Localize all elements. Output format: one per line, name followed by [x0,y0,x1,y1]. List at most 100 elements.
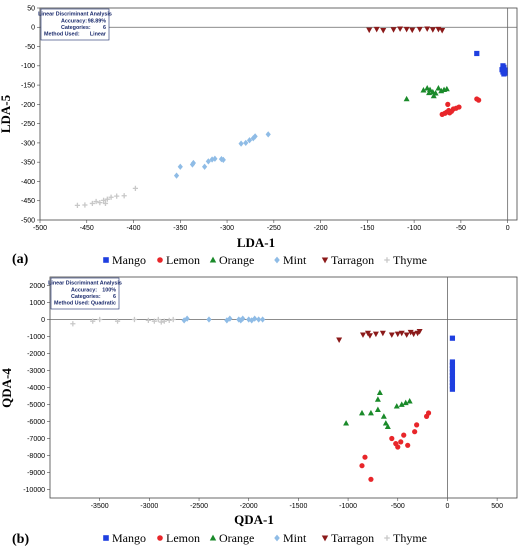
data-point [366,333,373,339]
data-point [177,163,183,170]
y-axis-label: LDA-5 [0,94,13,133]
x-tick-label: 0 [445,503,449,510]
data-point [158,319,164,325]
data-point [260,316,266,323]
x-tick-label: -300 [220,225,234,232]
y-tick-label: -10000 [23,487,45,494]
y-tick-label: -200 [21,102,35,109]
data-point [476,97,482,103]
data-point [427,86,434,93]
data-point [170,316,176,323]
legend-label-mango: Mango [112,531,146,545]
info-title: Linear Discriminant Analysis [38,12,112,18]
legend-marker-tarragon [321,257,329,264]
data-point [420,86,427,93]
data-point [240,315,246,322]
legend-label-thyme: Thyme [393,253,427,267]
data-point [256,316,262,323]
data-point [402,399,409,406]
info-row-label: Method Used: [54,301,90,307]
x-tick-label: -1500 [289,503,307,510]
y-tick-label: -3000 [27,368,45,375]
x-tick-label: -50 [456,225,466,232]
info-row-value: 6 [103,25,106,31]
data-point [394,331,401,338]
data-point [416,26,423,33]
data-point [227,315,233,322]
data-point [388,332,395,338]
series-lemon [359,410,432,482]
data-point [403,26,410,33]
data-point [393,403,400,409]
info-row-label: Accuracy: [61,19,87,25]
data-point [155,316,161,323]
y-tick-label: 1000 [29,300,45,307]
data-point [362,454,368,460]
info-row-label: Accuracy: [71,288,97,294]
x-tick-label: 500 [491,503,503,510]
series-orange [403,85,450,102]
legend: Mango Lemon Orange Mint Tarragon Thyme [103,253,427,267]
series-lemon [439,96,482,117]
data-point [372,331,379,338]
y-tick-label: 50 [27,5,35,12]
data-point [407,329,414,336]
legend-marker-lemon [157,535,163,541]
data-point [90,318,96,324]
data-point [93,198,99,205]
data-point [390,27,397,33]
data-point [449,335,456,341]
data-point [82,202,88,208]
data-point [474,50,480,57]
info-title: Linear Discriminant Analysis [48,281,122,287]
data-point [220,156,226,163]
data-point [398,401,405,407]
x-tick-label: -350 [173,225,187,232]
y-tick-label: -4000 [27,385,45,392]
x-tick-label: -150 [360,225,374,232]
data-point [108,194,114,200]
y-tick-label: -6000 [27,419,45,426]
data-point [265,131,271,138]
x-tick-label: -250 [267,225,281,232]
info-row-label: Method Used: [44,32,80,38]
data-point [367,409,374,416]
series-orange [343,389,413,429]
data-point [89,200,95,207]
y-tick-label: -250 [21,121,35,128]
data-point [70,321,76,327]
data-point [439,28,446,34]
data-point [409,27,416,34]
data-point [403,332,410,338]
data-point [151,318,157,324]
legend-marker-mint [274,534,280,542]
legend-label-lemon: Lemon [166,531,200,545]
data-point [384,423,391,429]
series-tarragon [336,329,423,344]
data-point [190,159,196,167]
x-tick-label: -500 [33,225,47,232]
data-point [416,329,423,335]
series-thyme [74,185,138,208]
data-point [74,202,81,208]
chart-panel-a: -500 -450 -400 -350 -300 -250 -200 -150 -100 -50 0… [0,5,518,267]
y-tick-label: 0 [41,317,45,324]
data-point [132,185,138,191]
data-point [397,26,404,32]
data-point [398,439,404,445]
y-tick-label: -50 [25,44,35,51]
data-point [366,27,373,34]
legend-marker-mango [103,535,109,541]
x-tick-label: -500 [391,503,405,510]
series-mint [181,315,266,324]
data-point [403,95,410,102]
x-tick-label: 0 [506,225,510,232]
legend-marker-orange [209,256,217,263]
data-point [359,409,365,416]
data-point [101,197,107,203]
data-point [205,158,211,165]
data-point [430,92,437,99]
legend-marker-mint [274,256,280,264]
panel-label: (b) [12,532,29,547]
